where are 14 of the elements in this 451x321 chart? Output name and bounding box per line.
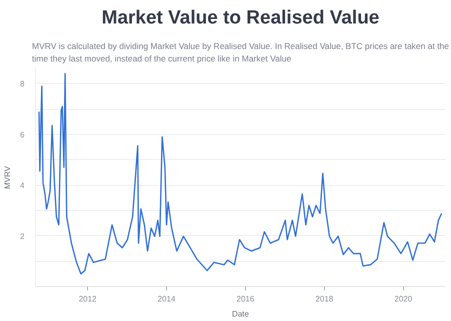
- y-tick-label: 2: [20, 232, 26, 241]
- y-tick-label: 6: [20, 130, 26, 140]
- x-axis-title: Date: [232, 310, 250, 318]
- chart-subtitle: MVRV is calculated by dividing Market Value by Realised Value. In Realised Value, BTC prices are taken at the time they last moved, instead of the current price like in Market Value: [32, 41, 450, 64]
- line-series: [38, 72, 442, 274]
- y-tick-label: 8: [20, 80, 26, 89]
- x-tick-label: 2014: [158, 294, 176, 304]
- chart-title: Market Value to Realised Value: [102, 8, 380, 28]
- x-tick-label: 2016: [236, 294, 255, 304]
- x-tick-label: 2020: [394, 294, 413, 304]
- y-axis-title: MVRV: [3, 165, 12, 189]
- x-tick-label: 2018: [315, 294, 334, 304]
- x-tick-label: 2012: [78, 294, 98, 304]
- y-tick-label: 4: [20, 181, 26, 190]
